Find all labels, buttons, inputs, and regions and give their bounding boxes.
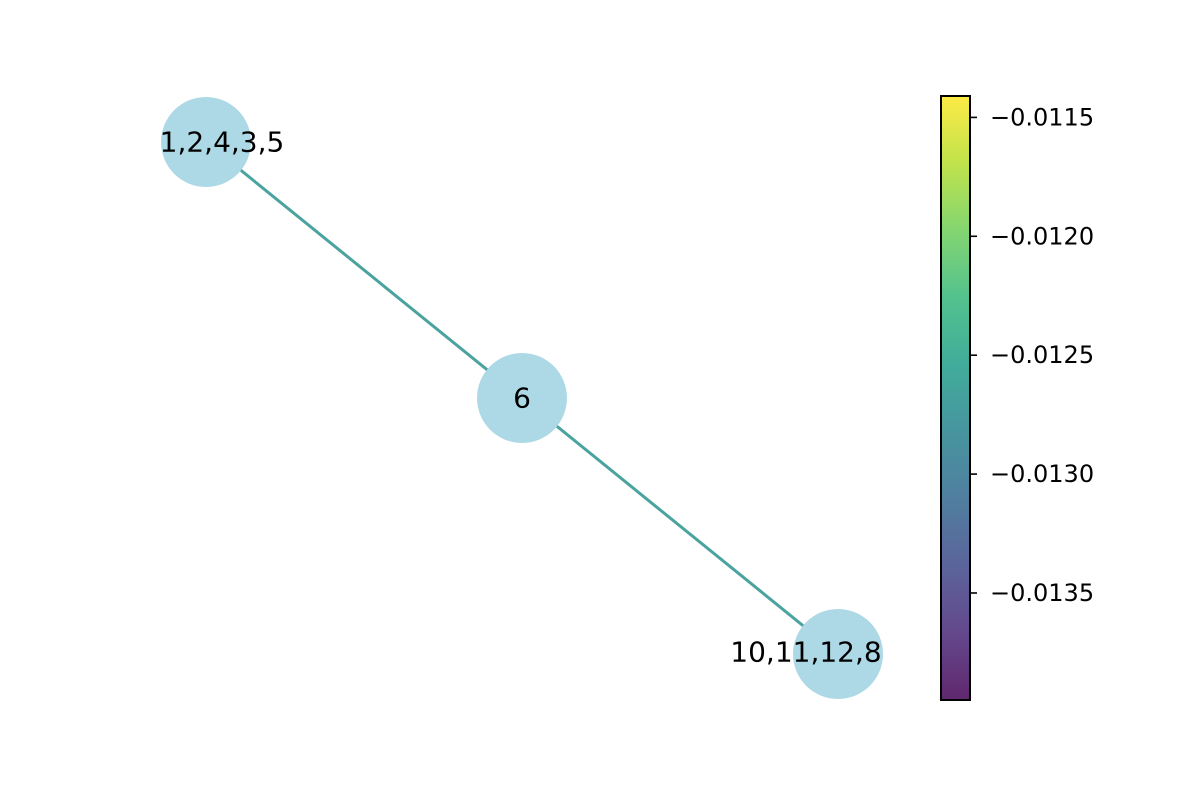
node-label: 10,11,12,8 xyxy=(730,636,881,669)
edges xyxy=(205,140,839,656)
graph-node: 10,11,12,8 xyxy=(730,609,883,699)
graph-node: 1,2,4,3,5 xyxy=(160,97,285,187)
colorbar-tick-label: −0.0130 xyxy=(990,460,1094,488)
node-circle xyxy=(477,353,567,443)
colorbar-tick: −0.0115 xyxy=(970,103,1094,131)
colorbar-tick: −0.0130 xyxy=(970,460,1094,488)
colorbar-frame xyxy=(940,95,971,701)
graph-edge xyxy=(521,396,839,656)
colorbar-gradient xyxy=(941,96,970,700)
colorbar-tick-label: −0.0115 xyxy=(990,103,1094,131)
colorbar-tick-label: −0.0135 xyxy=(990,579,1094,607)
graph: 1,2,4,3,5 6 10,11,12,8 xyxy=(160,97,883,699)
colorbar-tick-label: −0.0125 xyxy=(990,341,1094,369)
colorbar: −0.0115 −0.0120 −0.0125 −0.0130 −0.0135 xyxy=(940,95,1094,701)
colorbar-tick-label: −0.0120 xyxy=(990,222,1094,250)
graph-edge xyxy=(205,140,523,400)
node-circle xyxy=(793,609,883,699)
colorbar-tick: −0.0125 xyxy=(970,341,1094,369)
colorbar-tick: −0.0120 xyxy=(970,222,1094,250)
colorbar-ticks: −0.0115 −0.0120 −0.0125 −0.0130 −0.0135 xyxy=(970,103,1094,607)
nodes: 1,2,4,3,5 6 10,11,12,8 xyxy=(160,97,883,699)
graph-node: 6 xyxy=(477,353,567,443)
node-label: 1,2,4,3,5 xyxy=(160,126,285,159)
node-label: 6 xyxy=(513,382,531,415)
colorbar-tick: −0.0135 xyxy=(970,579,1094,607)
node-circle xyxy=(161,97,251,187)
